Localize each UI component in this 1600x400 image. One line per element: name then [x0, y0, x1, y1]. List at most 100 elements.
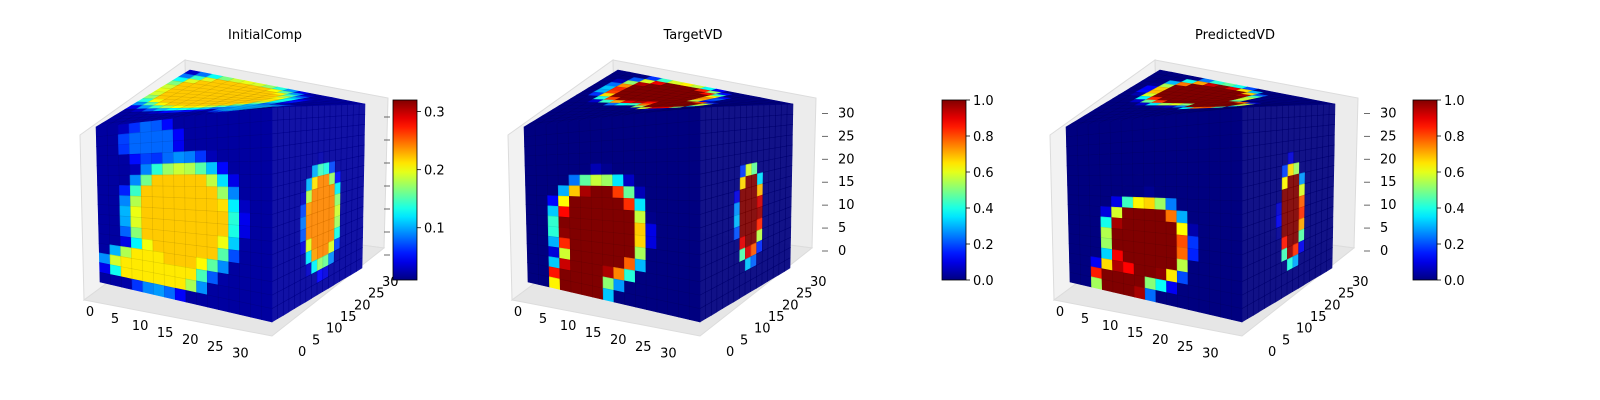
voxel-cell: [612, 220, 625, 235]
voxel-cell: [739, 152, 747, 167]
voxel-gridline: [1120, 80, 1215, 122]
voxel-cell: [1264, 180, 1271, 196]
voxel-cell: [260, 187, 273, 202]
voxel-cell: [345, 178, 353, 192]
voxel-cell: [1065, 135, 1078, 147]
voxel-gridline: [97, 173, 273, 176]
voxel-cell: [645, 247, 658, 263]
voxel-cell: [238, 109, 251, 124]
voxel-cell: [250, 303, 262, 320]
voxel-cell: [352, 103, 360, 116]
voxel-cell: [300, 105, 308, 119]
voxel-gridline: [107, 106, 284, 121]
voxel-gridline: [97, 204, 273, 215]
voxel-gridline: [139, 78, 234, 123]
voxel-cell: [774, 135, 782, 149]
voxel-gridline: [529, 106, 706, 124]
voxel-gridline: [612, 73, 788, 105]
voxel-cell: [590, 207, 603, 221]
voxel-gridline: [128, 123, 133, 290]
voxel-cell: [524, 165, 537, 176]
voxel-cell: [1253, 170, 1260, 186]
voxel-cell: [194, 138, 207, 152]
voxel-cell: [568, 185, 581, 198]
voxel-cell: [1230, 200, 1243, 215]
voxel-gridline: [582, 91, 759, 106]
voxel-gridline: [1142, 84, 1237, 119]
voxel-cell: [1079, 234, 1091, 247]
voxel-cell: [705, 223, 712, 240]
voxel-gridline: [525, 173, 701, 176]
voxel-cell: [656, 249, 668, 264]
voxel-cell: [206, 161, 218, 176]
voxel-cell: [329, 127, 337, 140]
voxel-gridline: [1068, 223, 1243, 242]
y-tick-label: 15: [768, 310, 785, 325]
voxel-cell: [335, 104, 343, 117]
voxel-cell: [1143, 174, 1156, 187]
voxel-gridline: [1124, 91, 1301, 106]
voxel-cell: [238, 161, 251, 175]
voxel-cell: [578, 130, 591, 143]
voxel-cell: [526, 223, 538, 236]
voxel-cell: [779, 166, 787, 180]
voxel-cell: [162, 174, 175, 187]
voxel-cell: [1230, 146, 1243, 162]
voxel-cell: [1304, 170, 1312, 185]
voxel-cell: [1132, 163, 1145, 176]
voxel-cell: [711, 183, 718, 199]
voxel-gridline: [1241, 175, 1334, 202]
voxel-cell: [97, 184, 109, 196]
voxel-gridline: [1186, 113, 1189, 310]
voxel-gridline: [750, 105, 753, 292]
voxel-cell: [277, 119, 284, 134]
voxel-cell: [644, 111, 657, 126]
voxel-gridline: [271, 154, 365, 175]
voxel-cell: [238, 148, 251, 163]
voxel-cell: [762, 170, 770, 185]
voxel-cell: [150, 130, 163, 143]
voxel-cell: [1230, 292, 1243, 309]
voxel-cell: [569, 227, 582, 241]
voxel-cell: [107, 154, 120, 166]
y-tick-label: 10: [754, 322, 771, 337]
voxel-gridline: [249, 109, 251, 318]
voxel-gridline: [1297, 105, 1301, 289]
voxel-cell: [311, 188, 319, 203]
voxel-cell: [294, 143, 302, 158]
voxel-gridline: [655, 111, 658, 313]
voxel-cell: [260, 106, 273, 122]
voxel-cell: [1253, 106, 1260, 121]
voxel-cell: [1247, 197, 1254, 214]
voxel-cell: [579, 163, 592, 176]
voxel-cell: [688, 146, 701, 162]
voxel-cell: [722, 205, 729, 221]
voxel-cell: [1197, 123, 1210, 138]
voxel-cell: [130, 206, 143, 218]
voxel-gridline: [205, 114, 208, 308]
voxel-cell: [1089, 195, 1101, 207]
voxel-cell: [688, 160, 701, 175]
voxel-gridline: [527, 272, 701, 309]
voxel-gridline: [666, 110, 669, 315]
voxel-gridline: [1095, 105, 1272, 110]
voxel-cell: [1258, 131, 1266, 146]
voxel-cell: [96, 155, 109, 167]
voxel-cell: [590, 163, 603, 176]
voxel-gridline: [1069, 262, 1243, 296]
voxel-cell: [634, 258, 647, 274]
voxel-cell: [1316, 125, 1324, 138]
voxel-cell: [590, 196, 603, 210]
voxel-cell: [1187, 272, 1200, 288]
voxel-cell: [1165, 197, 1178, 212]
voxel-cell: [728, 130, 736, 144]
voxel-cell: [260, 226, 273, 242]
voxel-cell: [763, 137, 770, 151]
x-tick-label: 10: [560, 319, 577, 334]
voxel-gridline: [622, 88, 717, 117]
voxel-cell: [739, 199, 747, 215]
voxel-gridline: [534, 125, 540, 285]
colorbar-tick-label: 0.8: [973, 130, 994, 145]
voxel-cell: [768, 169, 775, 183]
voxel-cell: [728, 117, 736, 132]
